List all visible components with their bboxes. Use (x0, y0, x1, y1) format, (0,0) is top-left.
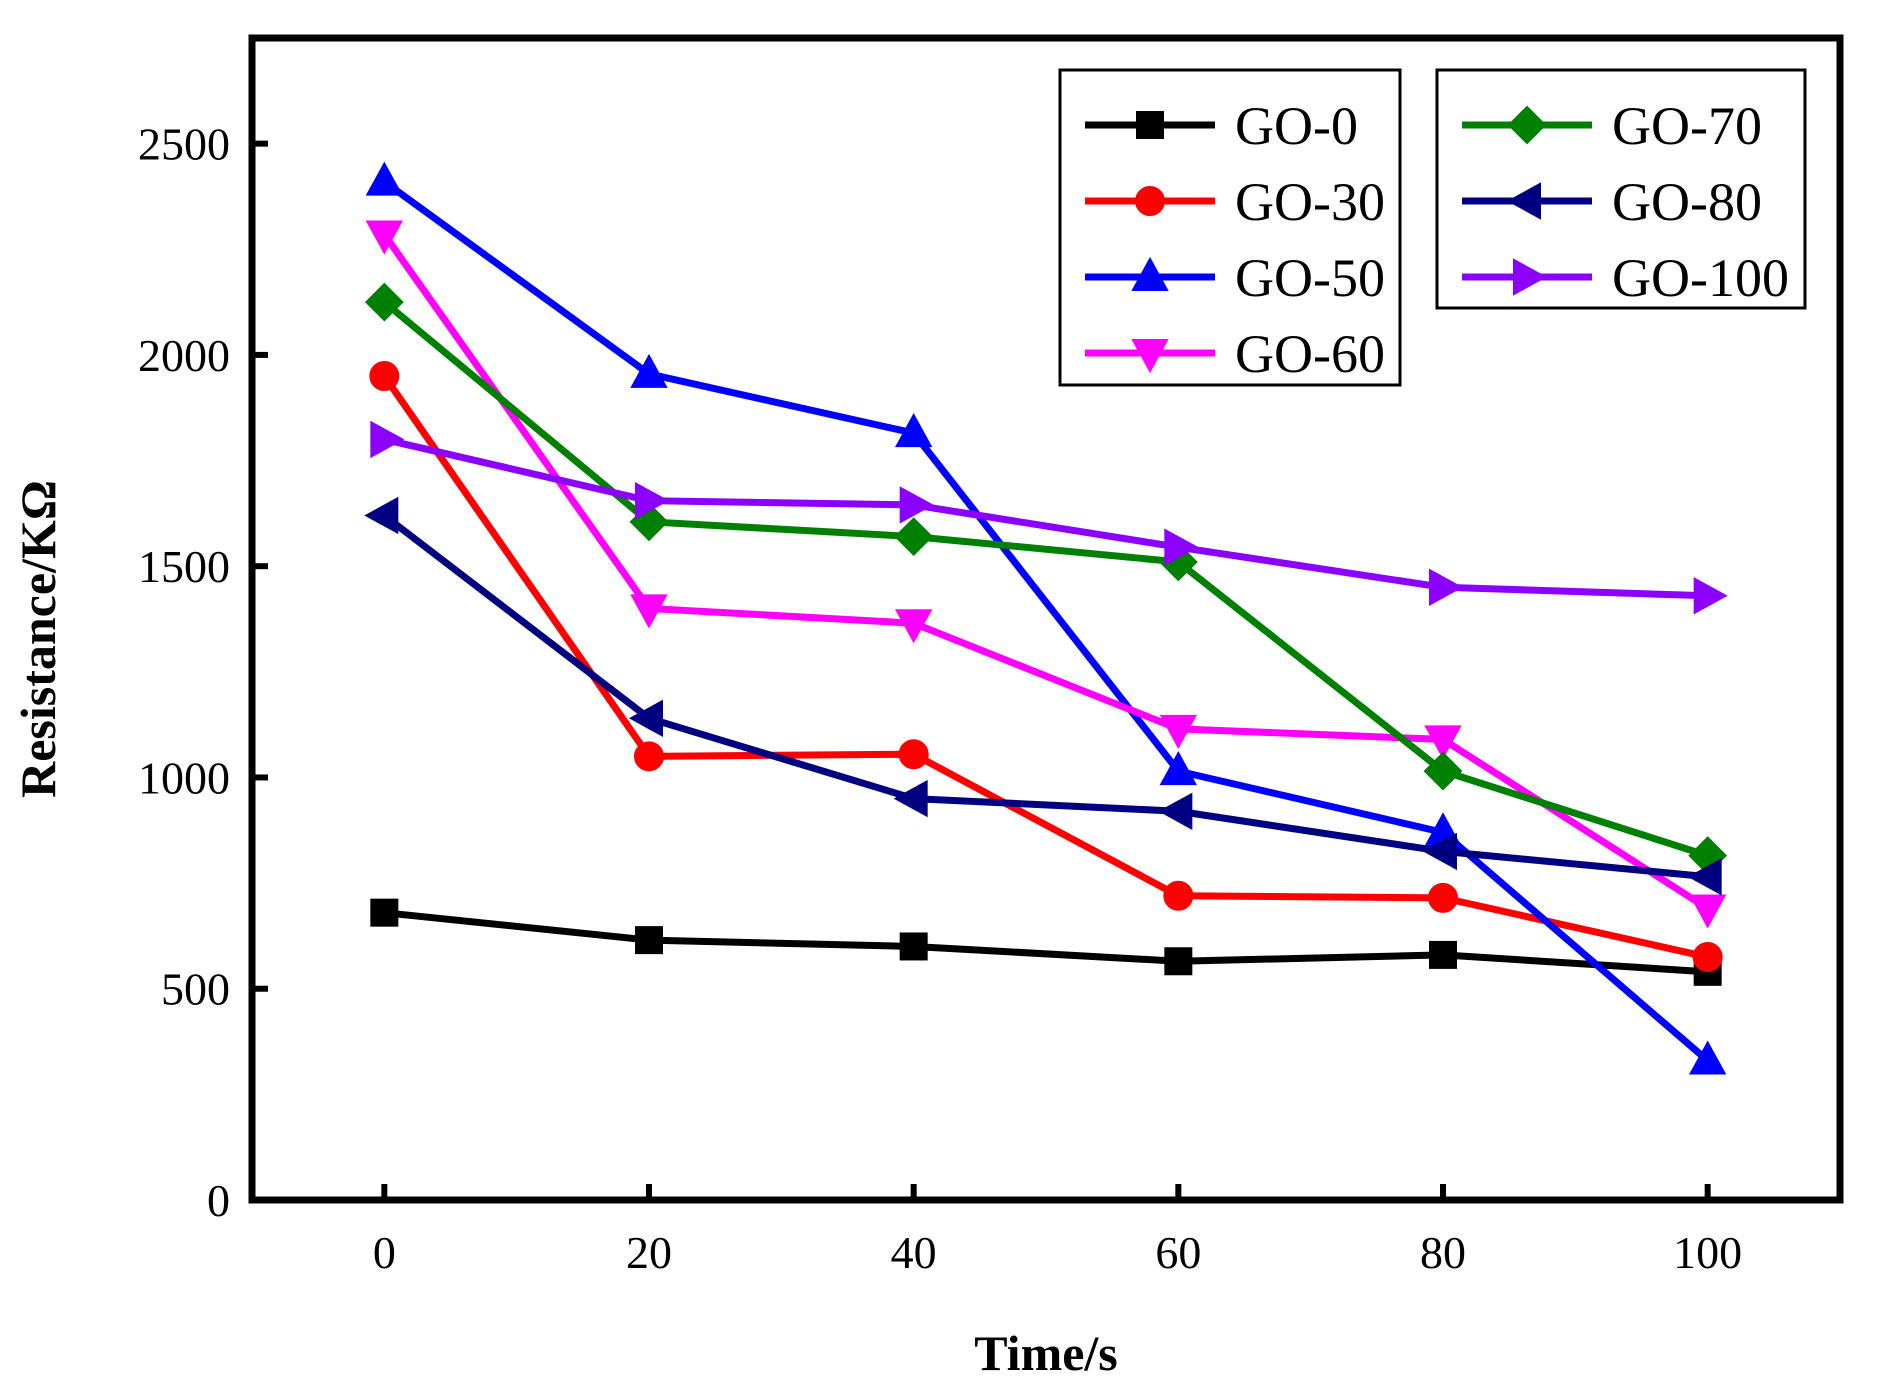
point-go-50 (1688, 1040, 1727, 1075)
x-tick-label: 0 (373, 1227, 396, 1278)
plot-frame (248, 34, 1844, 1204)
point-go-0 (1164, 947, 1193, 976)
point-go-0 (635, 926, 663, 955)
legend-marker (1131, 256, 1169, 291)
line-go-100 (383, 436, 1708, 600)
y-tick-label: 2000 (138, 330, 230, 381)
series-go-100 (370, 420, 1728, 615)
point-go-60 (630, 594, 668, 629)
legend-marker (1136, 111, 1164, 139)
line-go-70 (382, 299, 1709, 859)
legend-item-go-60: GO-60 (1085, 324, 1385, 384)
x-tick-label: 40 (891, 1227, 937, 1278)
point-go-0 (370, 898, 399, 927)
legend-frame (1435, 68, 1807, 310)
line-go-0 (383, 909, 1708, 976)
point-go-50 (894, 413, 933, 448)
point-go-30 (369, 361, 400, 392)
line-go-80 (382, 512, 1709, 881)
y-tick-label: 2500 (138, 119, 230, 170)
point-go-60 (894, 609, 933, 644)
y-tick-label: 500 (161, 964, 230, 1015)
point-go-50 (1159, 751, 1198, 786)
legend-label: GO-100 (1612, 248, 1789, 308)
legend-item-go-70: GO-70 (1462, 96, 1762, 156)
point-go-0 (1429, 940, 1457, 969)
point-go-80 (1687, 858, 1722, 896)
legend-item-go-30: GO-30 (1085, 172, 1385, 232)
legend-label: GO-50 (1235, 248, 1385, 308)
point-go-70 (364, 282, 404, 322)
point-go-80 (364, 496, 399, 535)
legend-box-1: GO-0 GO-30 GO-50 GO-60 (1058, 68, 1402, 387)
line-go-30 (381, 374, 1709, 961)
point-go-80 (1158, 792, 1193, 830)
series-layer (364, 161, 1728, 1075)
point-go-60 (1688, 894, 1727, 929)
point-go-60 (1159, 714, 1198, 749)
legend: GO-0 GO-30 GO-50 GO-60 GO-70 GO-80 GO-100 (1058, 68, 1807, 387)
legend-label: GO-60 (1235, 324, 1385, 384)
point-go-80 (1422, 832, 1457, 871)
x-axis-title: Time/s (974, 1325, 1118, 1381)
point-go-60 (1424, 725, 1462, 760)
x-tick-label: 60 (1155, 1227, 1201, 1278)
legend-label: GO-0 (1235, 96, 1358, 156)
legend-item-go-50: GO-50 (1085, 248, 1385, 308)
legend-label: GO-80 (1612, 172, 1762, 232)
legend-marker (1513, 258, 1548, 296)
y-tick-label: 1500 (138, 541, 230, 592)
series-go-80 (364, 496, 1722, 896)
legend-box-2: GO-70 GO-80 GO-100 (1435, 68, 1807, 310)
y-tick-label: 1000 (138, 752, 230, 803)
legend-marker (1507, 105, 1547, 145)
legend-marker (1131, 339, 1169, 374)
point-go-30 (634, 741, 664, 772)
series-go-0 (370, 898, 1722, 986)
point-go-80 (893, 779, 928, 818)
legend-item-go-0: GO-0 (1085, 96, 1358, 156)
point-go-80 (628, 699, 663, 737)
point-go-100 (635, 481, 670, 520)
series-go-50 (365, 161, 1727, 1075)
point-go-30 (1163, 880, 1194, 911)
point-go-70 (894, 517, 934, 557)
point-go-50 (630, 353, 668, 388)
point-go-30 (1692, 942, 1723, 973)
line-go-50 (382, 178, 1710, 1064)
point-go-50 (365, 161, 404, 196)
legend-label: GO-70 (1612, 96, 1762, 156)
x-tick-label: 20 (626, 1227, 672, 1278)
point-go-30 (1428, 882, 1458, 913)
point-go-0 (899, 932, 928, 961)
point-go-70 (1423, 751, 1463, 791)
point-go-100 (899, 486, 934, 524)
point-go-100 (1429, 568, 1464, 606)
y-tick-label: 0 (207, 1175, 230, 1226)
point-go-30 (898, 739, 929, 770)
series-go-60 (365, 220, 1727, 929)
legend-item-go-80: GO-80 (1462, 172, 1762, 232)
series-go-30 (369, 361, 1723, 973)
line-go-60 (381, 232, 1710, 912)
legend-marker (1506, 182, 1541, 220)
x-tick-label: 100 (1673, 1227, 1742, 1278)
x-tick-label: 80 (1420, 1227, 1466, 1278)
point-go-60 (365, 220, 404, 255)
point-go-100 (1693, 577, 1728, 615)
legend-label: GO-30 (1235, 172, 1385, 232)
point-go-100 (370, 420, 405, 459)
point-go-100 (1164, 528, 1199, 566)
y-axis-title: Resistance/KΩ (10, 480, 66, 798)
legend-item-go-100: GO-100 (1462, 248, 1789, 308)
legend-marker (1135, 186, 1165, 216)
